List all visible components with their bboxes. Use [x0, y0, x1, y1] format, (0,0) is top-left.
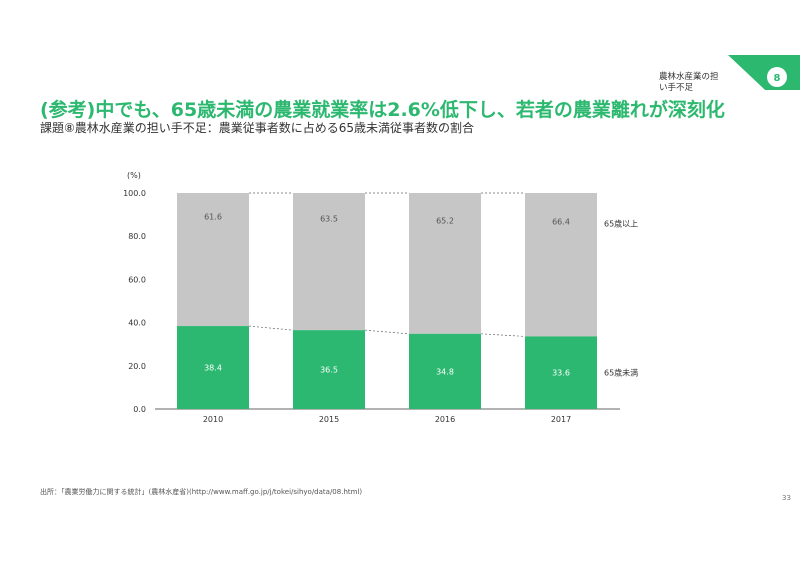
- page-title: (参考)中でも、65歳未満の農業就業率は2.6%低下し、若者の農業離れが深刻化: [40, 99, 725, 121]
- page-number: 33: [782, 494, 791, 502]
- x-tick-label: 2016: [435, 415, 455, 424]
- connector-line-mid: [248, 325, 294, 331]
- bar-under65: [409, 333, 481, 409]
- bar-under65: [293, 330, 365, 409]
- data-label-65plus: 63.5: [320, 215, 338, 224]
- bar-under65: [177, 326, 249, 409]
- bar-65plus: [177, 193, 249, 327]
- bar-under65: [525, 336, 597, 409]
- y-tick-label: 20.0: [128, 362, 146, 371]
- data-label-under65: 33.6: [552, 369, 570, 378]
- data-label-under65: 36.5: [320, 366, 338, 375]
- x-tick-label: 2015: [319, 415, 339, 424]
- legend-label-65plus: 65歳以上: [604, 219, 638, 229]
- corner-tab: 8: [700, 55, 800, 90]
- data-label-under65: 38.4: [204, 364, 222, 373]
- x-tick-label: 2017: [551, 415, 571, 424]
- bar-65plus: [409, 193, 481, 334]
- legend-label-under65: 65歳未満: [604, 368, 638, 378]
- y-tick-label: 80.0: [128, 232, 146, 241]
- data-label-65plus: 61.6: [204, 213, 222, 222]
- page-subtitle: 課題⑧農林水産業の担い手不足：農業従事者数に占める65歳未満従事者数の割合: [40, 121, 475, 135]
- x-tick-label: 2010: [203, 415, 223, 424]
- slide-badge: 8: [774, 73, 781, 84]
- data-label-65plus: 65.2: [436, 216, 454, 225]
- data-label-65plus: 66.4: [552, 218, 570, 227]
- section-label: 農林水産業の担い手不足: [659, 72, 719, 93]
- y-tick-label: 40.0: [128, 319, 146, 328]
- y-tick-label: 0.0: [133, 405, 146, 414]
- data-label-under65: 34.8: [436, 367, 454, 376]
- connector-line-mid: [480, 333, 526, 337]
- bar-65plus: [293, 193, 365, 331]
- source-note: 出所：「農業労働力に関する統計」(農林水産省)(http://www.maff.…: [40, 488, 363, 496]
- y-axis-unit: (%): [127, 171, 141, 180]
- slide-badge-circle: [767, 67, 787, 87]
- y-tick-label: 60.0: [128, 275, 146, 284]
- y-tick-label: 100.0: [123, 189, 146, 198]
- connector-line-mid: [364, 329, 410, 335]
- bar-65plus: [525, 193, 597, 337]
